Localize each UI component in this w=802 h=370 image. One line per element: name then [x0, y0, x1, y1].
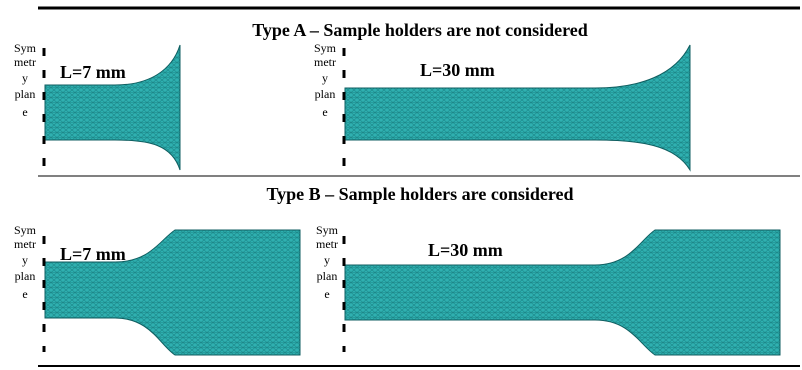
symmetry-label: metr [14, 55, 36, 69]
symmetry-label: e [324, 287, 329, 301]
panel-title: Type A – Sample holders are not consider… [252, 20, 588, 40]
symmetry-label: plan [15, 87, 36, 101]
symmetry-label: y [322, 71, 328, 85]
symmetry-label: Sym [314, 41, 337, 55]
symmetry-label: plan [15, 269, 36, 283]
mesh-shape [345, 45, 690, 170]
length-label: L=30 mm [420, 60, 495, 80]
symmetry-label: e [22, 287, 27, 301]
symmetry-label: plan [315, 87, 336, 101]
symmetry-label: y [324, 253, 330, 267]
symmetry-label: metr [14, 237, 36, 251]
symmetry-label: y [22, 71, 28, 85]
panel-title: Type B – Sample holders are considered [266, 184, 573, 204]
symmetry-label: y [22, 253, 28, 267]
symmetry-label: Sym [316, 223, 339, 237]
symmetry-label: e [322, 105, 327, 119]
symmetry-label: Sym [14, 41, 37, 55]
symmetry-label: e [22, 105, 27, 119]
symmetry-label: metr [314, 55, 336, 69]
length-label: L=7 mm [60, 62, 126, 82]
symmetry-label: metr [316, 237, 338, 251]
symmetry-label: plan [317, 269, 338, 283]
mesh-shape [345, 230, 780, 355]
length-label: L=7 mm [60, 244, 126, 264]
figure: Type A – Sample holders are not consider… [0, 0, 802, 370]
symmetry-label: Sym [14, 223, 37, 237]
length-label: L=30 mm [428, 240, 503, 260]
